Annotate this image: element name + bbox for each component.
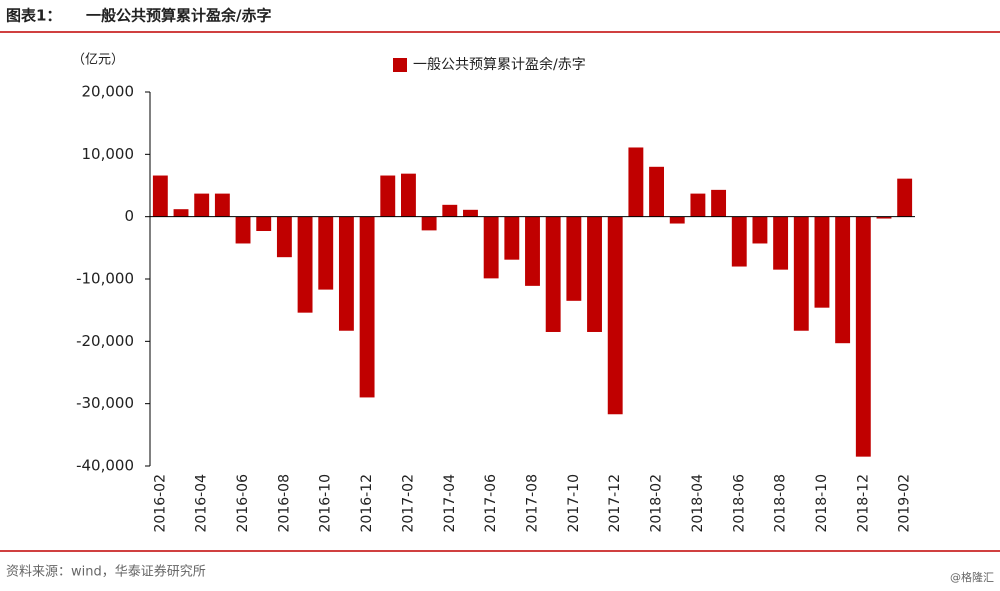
x-tick-label: 2018-12: [855, 474, 871, 533]
bar: [235, 216, 251, 244]
y-tick-label: -10,000: [76, 270, 134, 288]
x-tick-label: 2016-02: [152, 474, 168, 533]
bar: [194, 193, 210, 217]
x-tick-label: 2016-04: [194, 474, 210, 533]
x-tick-label: 2018-04: [690, 474, 706, 533]
x-tick-label: 2016-06: [235, 474, 251, 533]
bar: [855, 216, 871, 457]
bar: [566, 216, 582, 301]
x-tick-label: 2017-06: [483, 474, 499, 533]
bar: [214, 193, 230, 217]
x-tick-label: 2017-10: [566, 474, 582, 533]
bar: [173, 209, 189, 217]
bar: [752, 216, 768, 244]
bar: [483, 216, 499, 279]
x-tick-label: 2016-10: [318, 474, 334, 533]
watermark: @格隆汇: [950, 570, 994, 584]
x-tick-label: 2017-02: [400, 474, 416, 533]
bar: [401, 173, 416, 217]
bar: [649, 166, 664, 217]
unit-label: （亿元）: [72, 53, 124, 68]
y-tick-label: -20,000: [76, 332, 134, 350]
bar: [711, 189, 727, 217]
x-tick-label: 2018-02: [649, 474, 665, 533]
x-tick-label: 2018-06: [731, 474, 747, 533]
x-tick-label: 2017-04: [442, 474, 458, 533]
x-tick-label: 2016-12: [359, 474, 375, 533]
bar: [276, 216, 292, 258]
x-tick-label: 2017-12: [607, 474, 623, 533]
bar: [690, 193, 706, 217]
bar: [359, 216, 375, 398]
legend-swatch: [393, 58, 407, 72]
bar: [152, 175, 168, 217]
bar: [773, 216, 789, 270]
bar: [814, 216, 830, 308]
figure-label: 图表1：: [6, 7, 61, 25]
bar: [876, 216, 892, 219]
x-tick-label: 2019-02: [897, 474, 913, 533]
bar: [338, 216, 354, 331]
bar: [442, 204, 458, 217]
legend-label: 一般公共预算累计盈余/赤字: [413, 56, 586, 73]
bar: [504, 216, 520, 260]
x-tick-label: 2016-08: [276, 474, 292, 533]
bar: [628, 147, 644, 217]
y-tick-label: -40,000: [76, 457, 134, 475]
bar: [607, 216, 623, 415]
x-tick-label: 2018-08: [773, 474, 789, 533]
bar: [835, 216, 851, 344]
y-tick-label: -30,000: [76, 394, 134, 412]
y-tick-label: 10,000: [82, 145, 135, 163]
figure-title: 一般公共预算累计盈余/赤字: [86, 7, 271, 25]
bar: [297, 216, 313, 313]
bar: [669, 216, 685, 224]
bar: [380, 175, 396, 217]
bar: [421, 216, 437, 231]
bar: [525, 216, 540, 286]
bar: [463, 209, 478, 217]
bar: [587, 216, 602, 332]
bar: [256, 216, 272, 232]
bar: [545, 216, 561, 332]
source: 资料来源：wind，华泰证券研究所: [6, 564, 206, 580]
bar: [731, 216, 747, 267]
bar: [897, 178, 913, 217]
bar: [793, 216, 809, 331]
x-tick-label: 2017-08: [525, 474, 541, 533]
bar: [318, 216, 334, 290]
y-tick-label: 20,000: [82, 83, 135, 101]
x-tick-label: 2018-10: [814, 474, 830, 533]
y-tick-label: 0: [124, 207, 134, 225]
